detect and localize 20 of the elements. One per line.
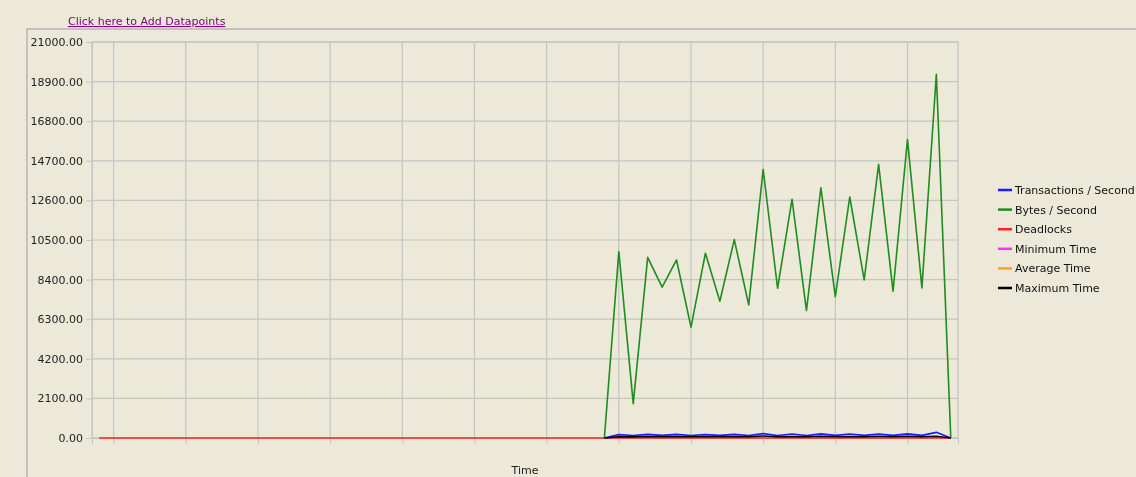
y-tick-label: 10500.00 [30, 234, 83, 248]
legend-label: Minimum Time [1015, 242, 1097, 256]
x-axis-title: Time [510, 464, 539, 477]
legend-label: Average Time [1015, 262, 1091, 276]
legend-label: Maximum Time [1015, 282, 1100, 295]
y-tick-label: 16800.00 [30, 115, 83, 129]
legend-label: Transactions / Second [1014, 184, 1135, 197]
legend-label: Deadlocks [1015, 223, 1073, 237]
legend-label: Bytes / Second [1015, 203, 1098, 217]
y-tick-label: 18900.00 [30, 75, 83, 89]
y-tick-label: 2100.00 [37, 392, 83, 406]
line-series [603, 73, 952, 439]
y-tick-label: 6300.00 [37, 313, 83, 327]
y-tick-label: 12600.00 [30, 194, 83, 208]
text: Click here to Add Datapoints [68, 15, 226, 28]
y-tick-label: 14700.00 [30, 154, 83, 168]
y-tick-label: 0.00 [58, 432, 83, 446]
y-tick-label: 8400.00 [37, 273, 83, 287]
y-tick-label: 21000.00 [30, 36, 83, 50]
y-tick-label: 4200.00 [37, 352, 83, 366]
